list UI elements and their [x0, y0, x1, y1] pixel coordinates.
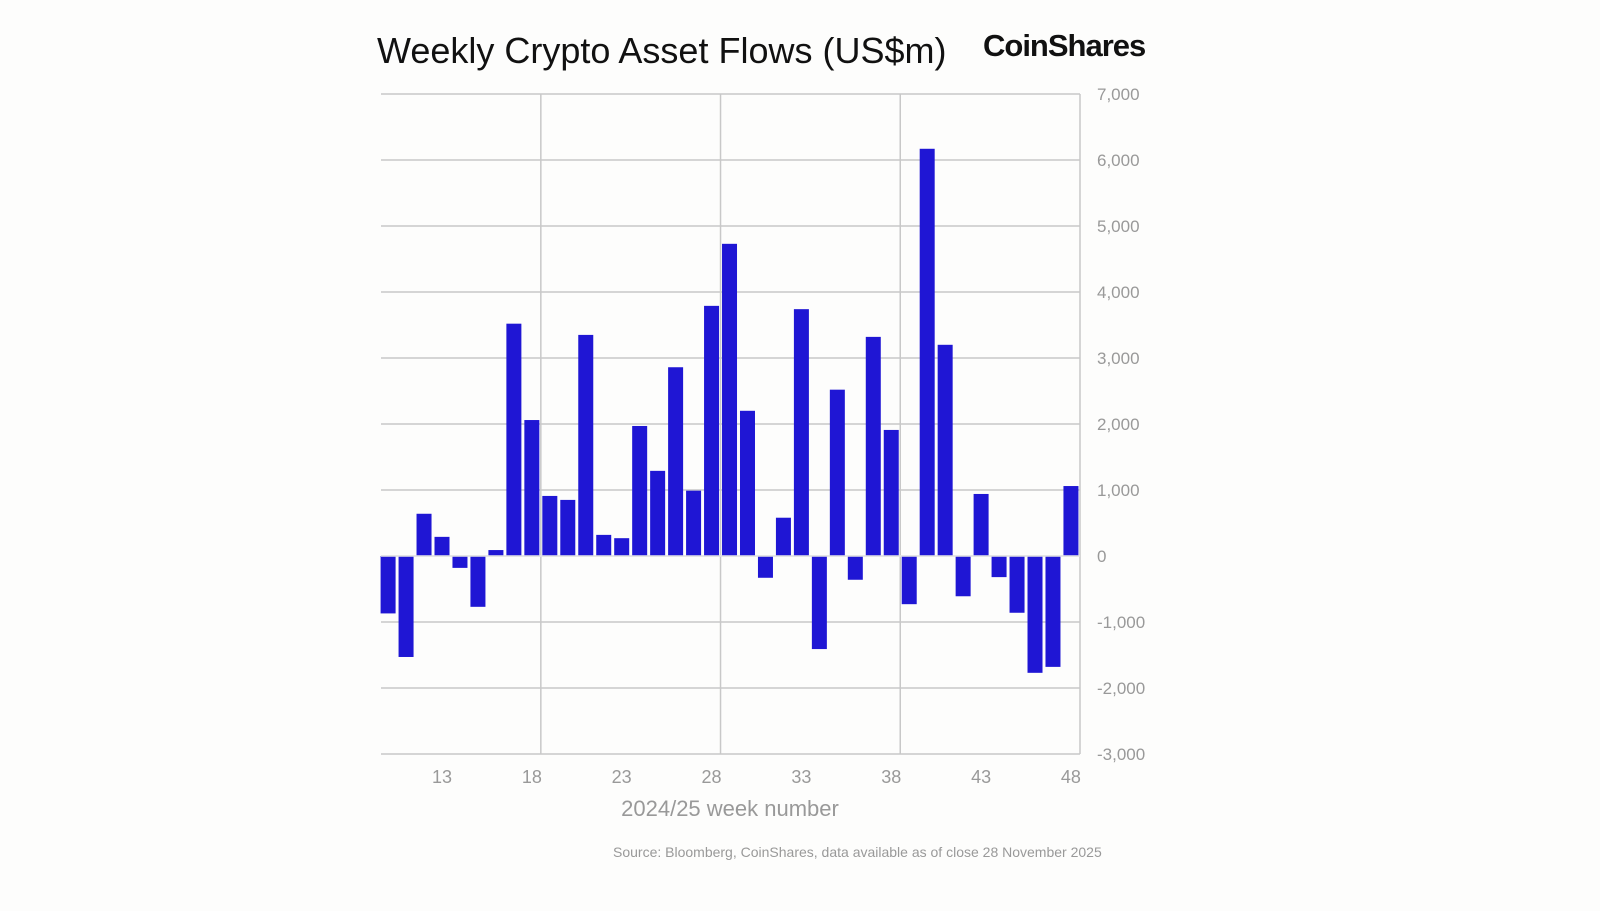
y-tick-label: 3,000	[1097, 349, 1140, 368]
x-tick-label: 13	[432, 767, 452, 787]
x-tick-label: 28	[702, 767, 722, 787]
bar-week-13	[434, 536, 450, 556]
bar-week-10	[380, 556, 396, 614]
bar-week-43	[973, 493, 989, 556]
y-tick-label: 4,000	[1097, 283, 1140, 302]
x-tick-label: 38	[881, 767, 901, 787]
bar-week-47	[1045, 556, 1061, 667]
bar-week-35	[829, 389, 845, 556]
bar-week-44	[991, 556, 1007, 578]
bar-week-32	[775, 517, 791, 556]
bar-week-38	[883, 429, 899, 556]
x-axis-title: 2024/25 week number	[621, 796, 839, 821]
bar-week-19	[542, 495, 558, 556]
source-note: Source: Bloomberg, CoinShares, data avai…	[613, 844, 1102, 860]
bar-week-24	[632, 425, 648, 556]
bar-week-22	[596, 534, 612, 556]
bar-week-11	[398, 556, 414, 657]
bar-week-41	[937, 344, 953, 556]
x-tick-label: 23	[612, 767, 632, 787]
x-tick-label: 18	[522, 767, 542, 787]
y-tick-label: -3,000	[1097, 745, 1145, 764]
bar-week-39	[901, 556, 917, 605]
bar-week-18	[524, 420, 540, 556]
bar-week-40	[919, 148, 935, 556]
bar-week-16	[488, 550, 504, 556]
y-tick-label: 0	[1097, 547, 1106, 566]
bar-week-46	[1027, 556, 1043, 673]
bar-week-33	[793, 309, 809, 556]
bar-week-36	[847, 556, 863, 580]
x-tick-label: 48	[1061, 767, 1081, 787]
bar-week-23	[614, 538, 630, 556]
bar-week-29	[722, 243, 738, 556]
bar-week-28	[704, 305, 720, 556]
bar-week-45	[1009, 556, 1025, 613]
coinshares-logo: CoinShares	[983, 28, 1146, 63]
x-tick-label: 33	[791, 767, 811, 787]
y-tick-label: -2,000	[1097, 679, 1145, 698]
y-tick-label: 2,000	[1097, 415, 1140, 434]
y-tick-label: 7,000	[1097, 85, 1140, 104]
bar-week-48	[1063, 486, 1079, 556]
bar-week-14	[452, 556, 468, 568]
bar-week-27	[686, 490, 702, 556]
bar-week-30	[739, 410, 755, 556]
y-tick-label: 1,000	[1097, 481, 1140, 500]
bar-week-37	[865, 336, 881, 556]
bar-week-42	[955, 556, 971, 597]
y-tick-label: 6,000	[1097, 151, 1140, 170]
bar-week-20	[560, 499, 576, 556]
y-tick-label: -1,000	[1097, 613, 1145, 632]
bar-week-25	[650, 470, 666, 556]
bar-week-17	[506, 323, 522, 556]
x-tick-label: 43	[971, 767, 991, 787]
chart-title: Weekly Crypto Asset Flows (US$m)	[377, 30, 947, 71]
bar-week-26	[668, 367, 684, 556]
bar-week-31	[757, 556, 773, 578]
bar-week-12	[416, 513, 432, 556]
bar-week-15	[470, 556, 486, 607]
bar-week-21	[578, 334, 594, 556]
bar-week-34	[811, 556, 827, 650]
y-tick-label: 5,000	[1097, 217, 1140, 236]
